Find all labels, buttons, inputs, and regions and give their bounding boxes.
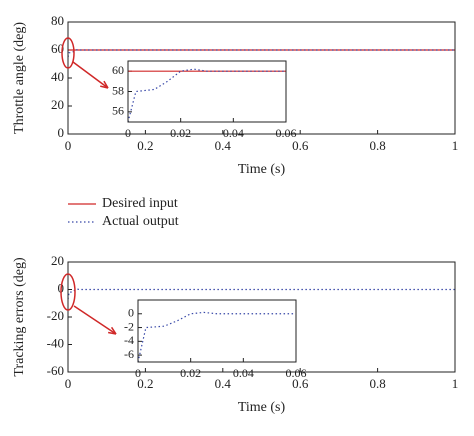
- y-tick-label: 60: [112, 63, 124, 77]
- x-tick-label: 0: [65, 376, 72, 391]
- y-tick-label: -20: [47, 308, 64, 323]
- zoom-arrow: [73, 305, 117, 335]
- zoom-marker: [60, 273, 76, 311]
- legend-label: Actual output: [102, 214, 179, 229]
- x-tick-label: 0.6: [292, 376, 309, 391]
- x-tick-label: 0.04: [223, 126, 244, 140]
- y-tick-label: 40: [51, 69, 64, 84]
- x-tick-label: 0.2: [137, 138, 153, 153]
- y-tick-label: 80: [51, 13, 64, 28]
- x-tick-label: 0.4: [215, 376, 232, 391]
- y-tick-label: -4: [124, 333, 134, 347]
- y-tick-label: 0: [128, 306, 134, 320]
- x-tick-label: 0: [135, 366, 141, 380]
- x-tick-label: 0.2: [137, 376, 153, 391]
- plot-frame: [127, 60, 287, 123]
- x-tick-label: 0.4: [215, 138, 232, 153]
- y-tick-label: -40: [47, 335, 64, 350]
- plot-frame: [137, 299, 297, 363]
- plot-frame: [67, 261, 456, 373]
- x-tick-label: 0.06: [276, 126, 297, 140]
- x-tick-label: 1: [452, 376, 459, 391]
- zoom-arrow-head: [108, 326, 117, 335]
- series-line: [67, 49, 455, 58]
- inset-background: [138, 300, 296, 362]
- zoom-arrow-head: [100, 80, 109, 89]
- y-tick-label: 58: [112, 83, 124, 97]
- y-axis-label: Tracking errors (deg): [12, 257, 27, 377]
- x-tick-label: 0: [125, 126, 131, 140]
- x-axis-label: Time (s): [238, 162, 286, 177]
- y-tick-label: 0: [58, 125, 65, 140]
- y-tick-label: -6: [124, 347, 134, 361]
- x-tick-label: 0.04: [233, 366, 254, 380]
- x-tick-label: 0: [65, 138, 72, 153]
- inset-background: [128, 61, 286, 122]
- y-tick-label: 20: [51, 97, 64, 112]
- x-tick-label: 0.06: [286, 366, 307, 380]
- y-tick-label: -2: [124, 319, 134, 333]
- y-axis-label: Throttle angle (deg): [12, 22, 27, 134]
- y-tick-label: 20: [51, 253, 64, 268]
- legend-label: Desired input: [102, 196, 178, 211]
- x-tick-label: 0.8: [369, 138, 385, 153]
- x-tick-label: 0.8: [369, 376, 385, 391]
- y-tick-label: 60: [51, 41, 64, 56]
- x-tick-label: 1: [452, 138, 459, 153]
- zoom-marker: [61, 37, 75, 69]
- plot-frame: [67, 21, 456, 135]
- x-axis-label: Time (s): [238, 400, 286, 415]
- x-tick-label: 0.6: [292, 138, 309, 153]
- y-tick-label: -60: [47, 363, 64, 378]
- y-tick-label: 56: [112, 104, 124, 118]
- x-tick-label: 0.02: [180, 366, 201, 380]
- zoom-arrow: [72, 61, 109, 89]
- x-tick-label: 0.02: [170, 126, 191, 140]
